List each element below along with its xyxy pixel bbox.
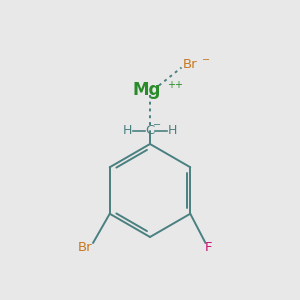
Text: −: − <box>152 120 161 130</box>
Text: Br: Br <box>183 58 198 71</box>
Text: ++: ++ <box>167 80 183 90</box>
Text: Mg: Mg <box>133 81 161 99</box>
Text: H: H <box>168 124 177 137</box>
Text: Br: Br <box>78 241 93 254</box>
Text: C: C <box>146 124 154 137</box>
Text: −: − <box>202 55 210 65</box>
Text: H: H <box>123 124 132 137</box>
Text: F: F <box>205 241 212 254</box>
